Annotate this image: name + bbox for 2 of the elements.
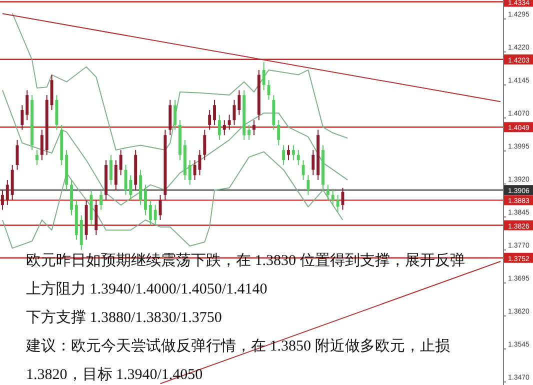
- annotation: 上方阻力 1.3940/1.4000/1.4050/1.4140: [26, 280, 268, 298]
- annotation: 下方支撑 1.3880/1.3830/1.3750: [26, 309, 222, 326]
